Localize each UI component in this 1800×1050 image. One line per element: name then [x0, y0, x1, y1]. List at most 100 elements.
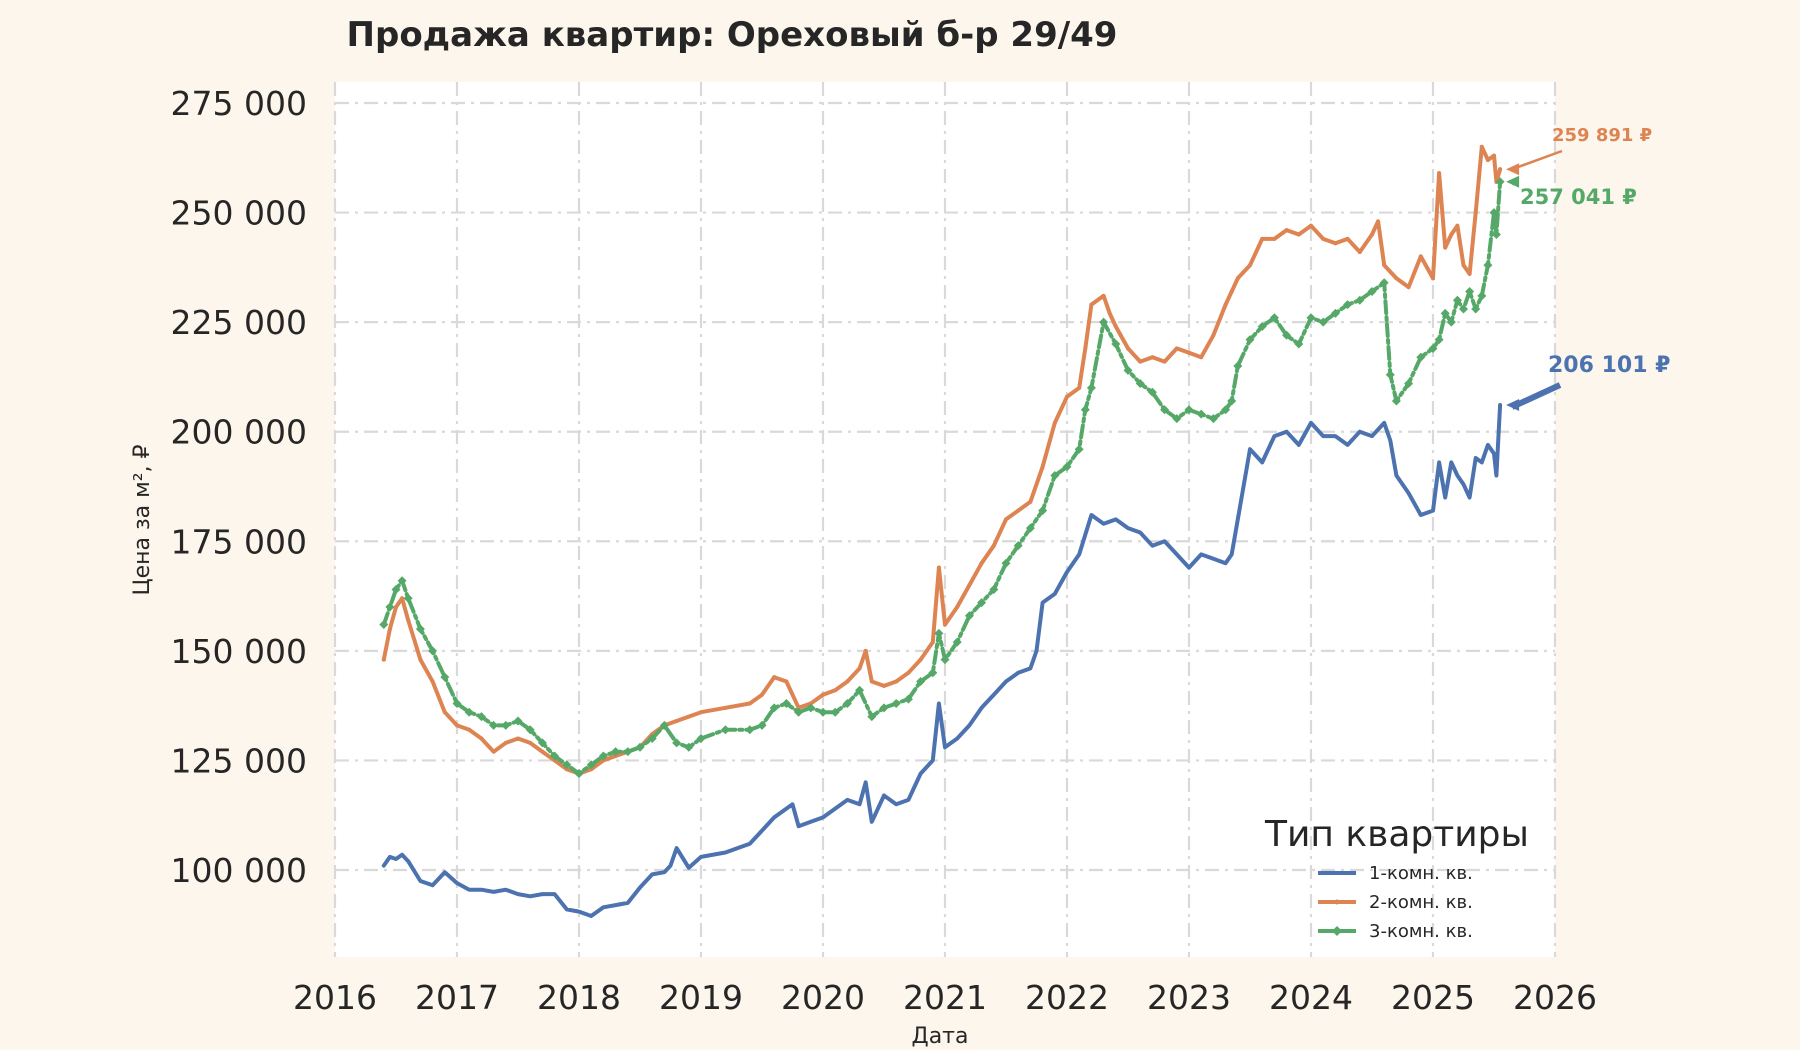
data-point: [1333, 241, 1338, 246]
data-point: [397, 576, 407, 586]
data-point: [830, 707, 840, 717]
x-tick-label: 2025: [1391, 978, 1475, 1017]
data-point: [452, 698, 462, 708]
data-point: [1343, 300, 1353, 310]
y-tick-label: 150 000: [171, 632, 307, 671]
annotation-arrow: [1510, 382, 1562, 410]
end-value-label: 257 041 ₽: [1520, 185, 1637, 209]
data-point: [1016, 508, 1021, 513]
data-point: [1461, 263, 1466, 268]
data-point: [720, 725, 730, 735]
data-point: [415, 624, 425, 634]
data-point: [1296, 232, 1301, 237]
data-point: [1062, 462, 1072, 472]
data-point: [699, 710, 703, 715]
data-point: [1245, 335, 1255, 345]
data-point: [464, 707, 474, 717]
data-point: [1013, 541, 1023, 551]
data-point: [1123, 365, 1133, 375]
data-point: [964, 611, 974, 621]
data-point: [1473, 210, 1478, 215]
data-point: [550, 751, 560, 761]
data-point: [1150, 355, 1155, 360]
data-point: [1309, 223, 1313, 228]
data-point: [1257, 322, 1267, 332]
data-point: [400, 596, 405, 601]
data-point: [635, 742, 645, 752]
data-point: [1306, 313, 1316, 323]
end-value-label: 206 101 ₽: [1548, 353, 1670, 378]
data-point: [1223, 302, 1228, 307]
x-tick-label: 2026: [1513, 978, 1597, 1017]
data-point: [1483, 260, 1493, 270]
data-point: [757, 720, 767, 730]
data-point: [394, 605, 398, 610]
data-point: [1446, 317, 1456, 327]
data-point: [430, 679, 435, 684]
data-point: [1227, 396, 1237, 406]
data-point: [1080, 405, 1090, 415]
x-tick-label: 2022: [1025, 978, 1109, 1017]
x-tick-label: 2021: [903, 978, 987, 1017]
data-point: [476, 712, 486, 722]
data-point: [611, 747, 621, 757]
data-point: [1211, 333, 1216, 338]
data-point: [1272, 236, 1277, 241]
data-point: [1269, 313, 1279, 323]
data-point: [1284, 228, 1289, 233]
data-point: [1471, 304, 1481, 314]
data-point: [903, 694, 913, 704]
data-point: [1498, 167, 1503, 172]
data-point: [686, 714, 691, 719]
data-point: [672, 738, 682, 748]
data-point: [1074, 444, 1084, 454]
data-point: [1101, 293, 1106, 298]
data-point: [1001, 558, 1011, 568]
data-point: [540, 749, 545, 754]
data-point: [879, 703, 889, 713]
data-point: [1367, 286, 1377, 296]
data-point: [1113, 324, 1118, 329]
data-point: [1126, 346, 1130, 351]
data-point: [528, 740, 533, 745]
y-tick-label: 200 000: [171, 413, 307, 452]
data-point: [991, 543, 996, 548]
grid: [333, 82, 1557, 957]
data-point: [418, 657, 423, 662]
data-point: [525, 725, 535, 735]
data-point: [1147, 387, 1157, 397]
data-point: [406, 618, 411, 623]
data-point: [928, 668, 938, 678]
y-tick-label: 250 000: [171, 194, 307, 233]
data-point: [781, 698, 791, 708]
data-point: [936, 565, 941, 570]
data-point: [1199, 355, 1204, 360]
data-point: [867, 712, 877, 722]
data-point: [1099, 317, 1109, 327]
data-point: [1443, 245, 1448, 250]
data-point: [516, 736, 520, 741]
y-axis-label: Цена за м², ₽: [130, 444, 155, 595]
data-point: [1160, 405, 1170, 415]
data-point: [1221, 405, 1231, 415]
chart-title: Продажа квартир: Ореховый б-р 29/49: [347, 15, 1118, 55]
data-point: [1434, 335, 1444, 345]
data-point: [1077, 385, 1082, 390]
x-tick-label: 2019: [659, 978, 743, 1017]
legend: Тип квартиры 1-комн. кв. 2-комн. кв. 3-ком…: [1264, 814, 1529, 942]
data-point: [772, 675, 777, 680]
data-point: [906, 670, 911, 675]
data-point: [1459, 304, 1468, 314]
data-point: [1485, 157, 1490, 162]
data-point: [1394, 276, 1399, 281]
data-point: [869, 679, 874, 684]
data-point: [818, 707, 828, 717]
data-point: [1382, 263, 1387, 268]
data-point: [1376, 219, 1381, 224]
data-point: [1330, 308, 1340, 318]
data-point: [1491, 229, 1501, 239]
data-point: [1357, 250, 1362, 255]
x-tick-label: 2017: [415, 978, 499, 1017]
data-point: [1083, 346, 1088, 351]
data-point: [1004, 517, 1008, 522]
